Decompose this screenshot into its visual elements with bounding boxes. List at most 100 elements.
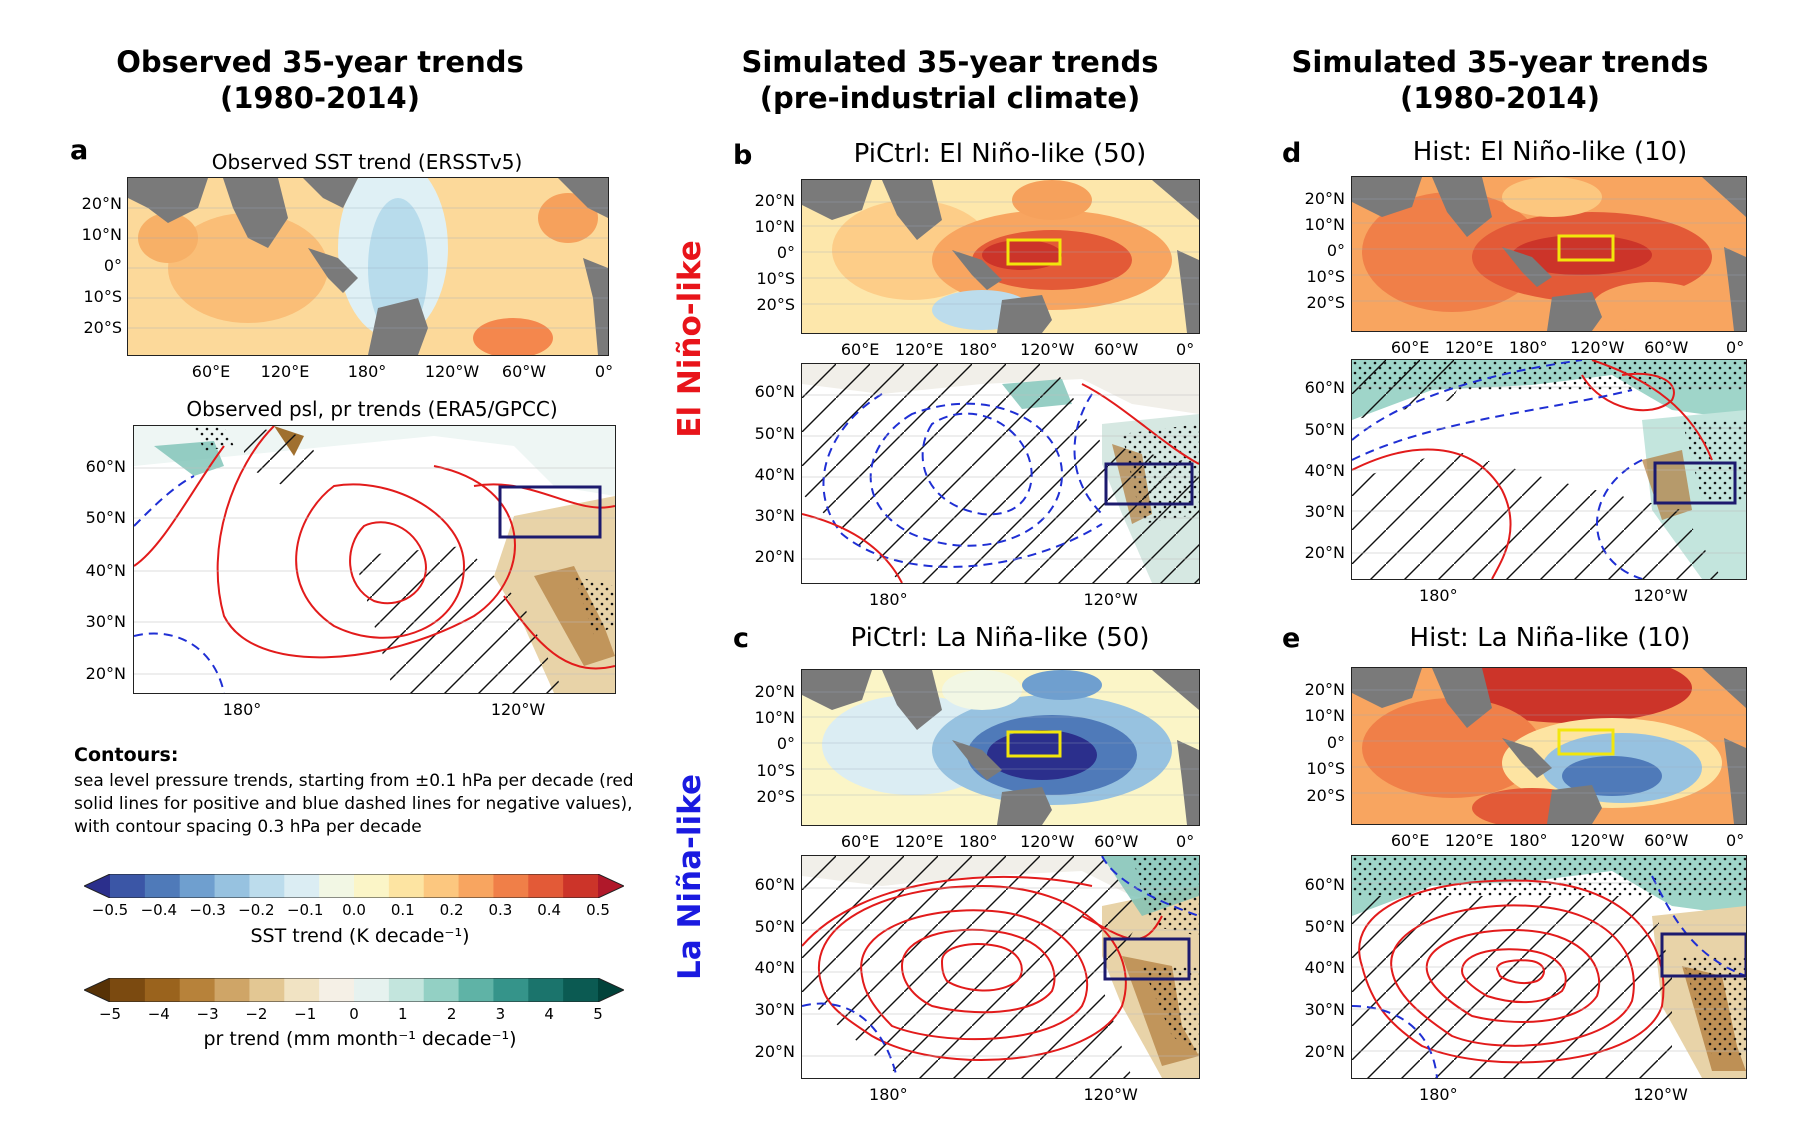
- axis-tick-label: 20°N: [1304, 679, 1345, 699]
- column-title-line2: (pre-industrial climate): [759, 81, 1141, 115]
- axis-tick-label: 120°W: [1633, 586, 1688, 605]
- axis-tick-label: 0°: [776, 243, 795, 263]
- pacific-map-hist-la-nina: [1351, 855, 1747, 1079]
- axis-tick-label: 50°N: [1304, 419, 1345, 439]
- axis-tick-label: 20°S: [1306, 785, 1345, 805]
- panel-d-title: Hist: El Niño-like (10): [1412, 137, 1688, 167]
- lat-tick: 30°N: [85, 612, 126, 631]
- contours-description: sea level pressure trends, starting from…: [74, 771, 634, 837]
- sst-map-observed: [127, 177, 609, 356]
- axis-tick-label: 50°N: [754, 423, 795, 443]
- axis-tick-label: 20°S: [756, 787, 795, 807]
- colorbar-segment: [563, 978, 599, 1002]
- colorbar-extend-high: [598, 874, 624, 898]
- colorbar-segment: [249, 874, 285, 898]
- axis-tick-label: 30°N: [1304, 501, 1345, 521]
- lon-tick: 60°E: [191, 362, 231, 381]
- lon-tick: 120°W: [424, 362, 480, 381]
- colorbar-segment: [144, 874, 181, 898]
- colorbar-tick-label: −1: [294, 1005, 317, 1023]
- colorbar-tick-label: −0.3: [189, 901, 226, 919]
- axis-tick-label: 180°: [959, 832, 998, 851]
- axis-tick-label: 20°N: [1304, 188, 1345, 208]
- lat-tick: 10°N: [81, 225, 122, 244]
- colorbar-segment: [249, 978, 285, 1002]
- axis-tick-label: 40°N: [754, 958, 795, 978]
- colorbar-tick-label: −0.2: [238, 901, 275, 919]
- colorbar-segment: [284, 978, 320, 1002]
- axis-tick-label: 20°S: [1306, 293, 1345, 313]
- panel-letter-a: a: [70, 135, 89, 166]
- colorbar-tick-label: 0: [349, 1005, 359, 1023]
- axis-tick-label: 30°N: [1304, 1000, 1345, 1020]
- column-title-line1: Simulated 35-year trends: [1291, 45, 1709, 79]
- axis-tick-label: 180°: [869, 1085, 908, 1104]
- axis-tick-label: 30°N: [754, 1000, 795, 1020]
- colorbar-segment: [423, 978, 460, 1002]
- pacific-map-pictrl-el-nino: [801, 363, 1200, 584]
- colorbar-segment: [388, 874, 425, 898]
- axis-tick-label: 120°E: [1444, 338, 1494, 357]
- colorbar-segment: [493, 978, 529, 1002]
- colorbar-segment: [319, 978, 355, 1002]
- colorbar-tick-label: −2: [245, 1005, 268, 1023]
- sst-map-hist-la-nina: [1351, 667, 1747, 825]
- lat-tick: 20°S: [83, 318, 122, 337]
- axis-tick-label: 0°: [776, 734, 795, 754]
- colorbar-tick-label: 3: [495, 1005, 506, 1023]
- colorbar-segment: [423, 874, 460, 898]
- panel-c-title: PiCtrl: La Niña-like (50): [850, 623, 1150, 653]
- lon-tick: 120°E: [260, 362, 310, 381]
- panel-letter-e: e: [1282, 623, 1301, 654]
- colorbar-extend-low: [84, 874, 110, 898]
- axis-tick-label: 120°W: [1570, 831, 1625, 850]
- axis-tick-label: 180°: [1509, 338, 1548, 357]
- lat-tick: 20°N: [81, 194, 122, 213]
- column-title-line2: (1980-2014): [220, 81, 420, 115]
- axis-tick-label: 0°: [1176, 832, 1195, 851]
- axis-tick-label: 180°: [869, 590, 908, 609]
- colorbar-tick-label: 5: [593, 1005, 603, 1023]
- axis-tick-label: 20°N: [754, 191, 795, 211]
- axis-tick-label: 120°E: [1444, 831, 1494, 850]
- colorbar-tick-label: 2: [446, 1005, 457, 1023]
- axis-tick-label: 60°E: [1390, 831, 1430, 850]
- lat-tick: 0°: [103, 256, 122, 275]
- axis-tick-label: 0°: [1726, 831, 1745, 850]
- colorbar-segment: [458, 978, 494, 1002]
- lat-tick: 60°N: [85, 457, 126, 476]
- column-title-line1: Simulated 35-year trends: [741, 45, 1159, 79]
- axis-tick-label: 30°N: [754, 505, 795, 525]
- axis-tick-label: 10°N: [754, 217, 795, 237]
- colorbar-segment: [179, 874, 216, 898]
- axis-tick-label: 120°W: [1020, 340, 1075, 359]
- column-title-observed: Observed 35-year trends (1980-2014): [110, 44, 530, 116]
- axis-tick-label: 20°N: [754, 681, 795, 701]
- pacific-map-hist-el-nino: [1351, 359, 1747, 580]
- sst-map-pictrl-el-nino: [801, 179, 1200, 334]
- column-title-line1: Observed 35-year trends: [116, 45, 524, 79]
- axis-tick-label: 60°N: [754, 874, 795, 894]
- sst-map-pictrl-la-nina: [801, 669, 1200, 826]
- axis-tick-label: 0°: [1326, 732, 1345, 752]
- colorbar-tick-label: −4: [147, 1005, 170, 1023]
- panel-letter-c: c: [733, 623, 750, 654]
- lon-tick: 180°: [222, 700, 262, 719]
- colorbar-segment: [110, 978, 146, 1002]
- colorbar-segment: [563, 874, 599, 898]
- colorbar-segment: [354, 874, 390, 898]
- axis-tick-label: 40°N: [754, 464, 795, 484]
- colorbar-tick-label: −0.5: [91, 901, 129, 919]
- colorbar-tick-label: −5: [98, 1005, 122, 1023]
- axis-tick-label: 40°N: [1304, 460, 1345, 480]
- lat-tick: 50°N: [85, 508, 126, 527]
- colorbar-tick-label: 0.1: [390, 901, 415, 919]
- lon-tick: 120°W: [490, 700, 546, 719]
- axis-tick-label: 20°N: [1304, 543, 1345, 563]
- axis-tick-label: 40°N: [1304, 958, 1345, 978]
- sst-colorbar-ticks: −0.5 −0.4 −0.3 −0.2 −0.1 0.0 0.1 0.2 0.3 0.4 0.5: [84, 901, 624, 921]
- axis-tick-label: 120°W: [1083, 1085, 1138, 1104]
- colorbar-tick-label: 0.0: [342, 901, 366, 919]
- pr-colorbar-ticks: −5 −4 −3 −2 −1 0 1 2 3 4 5: [84, 1005, 624, 1025]
- colorbar-extend-low: [84, 978, 110, 1002]
